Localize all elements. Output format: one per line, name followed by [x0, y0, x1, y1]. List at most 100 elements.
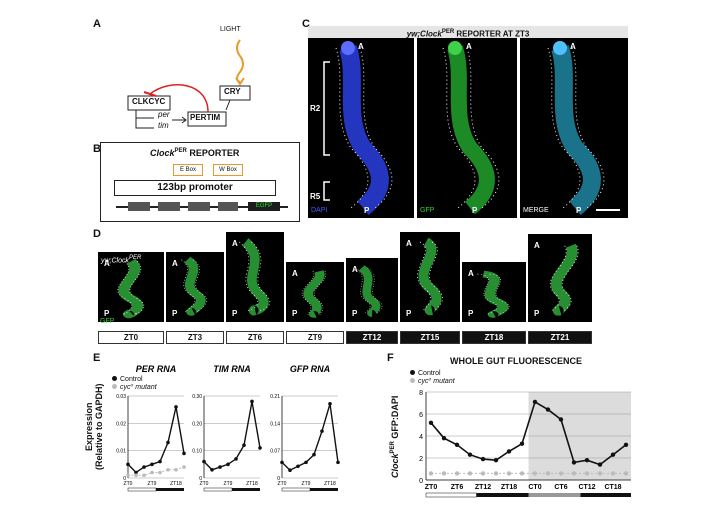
data-point [584, 458, 590, 463]
timepoint-label-zt21: ZT21 [528, 331, 592, 344]
anterior-label: A [406, 239, 412, 248]
y-tick-label: 0 [123, 476, 126, 482]
data-point [158, 459, 162, 464]
timepoint-label-zt9: ZT9 [286, 331, 344, 344]
panel-c-letter: C [302, 18, 310, 30]
genotype-label: yw;ClockPER [101, 255, 142, 265]
data-point [320, 429, 324, 433]
wbox-badge: W Box [213, 164, 243, 176]
timepoint-label-zt12: ZT12 [346, 331, 398, 344]
data-point [493, 471, 499, 476]
data-point [441, 436, 447, 441]
anterior-label: A [466, 42, 472, 51]
data-point [182, 451, 186, 456]
dark-bar [580, 493, 631, 497]
light-bar [425, 492, 477, 498]
data-point [428, 471, 434, 476]
x-tick-label: ZT18 [324, 481, 336, 487]
dna-segment [158, 202, 180, 211]
data-point [454, 442, 460, 447]
posterior-label: P [468, 309, 474, 318]
data-point [467, 471, 473, 476]
reporter-box [100, 142, 300, 222]
clkcyc-box [127, 95, 171, 111]
tim-label: tim [158, 121, 169, 130]
ebox-badge: E Box [173, 164, 203, 176]
region-brackets [323, 61, 330, 201]
dotted-boundary [239, 241, 259, 311]
data-point [428, 420, 434, 425]
data-point [545, 407, 551, 412]
data-point [480, 456, 486, 462]
light-wave-icon [236, 39, 244, 83]
data-point [134, 470, 138, 475]
anterior-label: A [352, 265, 358, 274]
data-point [234, 457, 238, 461]
cry-box [219, 85, 251, 101]
anterior-label: A [570, 42, 576, 51]
data-point [182, 465, 186, 469]
data-point [558, 471, 564, 476]
data-point [571, 471, 577, 476]
data-point [454, 471, 460, 476]
dotted-boundary [561, 245, 579, 312]
y-tick-label: 0.07 [270, 449, 280, 455]
reporter-title: ClockPER REPORTER [150, 148, 240, 158]
data-point [597, 462, 603, 467]
anterior-label: A [292, 269, 298, 278]
x-tick-label: ZT6 [451, 484, 464, 491]
promoter-box: 123bp promoter [114, 180, 276, 196]
panel-b-letter: B [93, 143, 101, 155]
channel-label-dapi: DAPI [311, 207, 328, 214]
x-tick-label: ZT9 [302, 481, 311, 487]
timepoint-label-zt3: ZT3 [166, 331, 224, 344]
timepoint-label-zt18: ZT18 [462, 331, 526, 344]
x-tick-label: CT6 [554, 484, 567, 491]
egfp-segment: EGFP [248, 202, 280, 211]
posterior-label: P [104, 309, 110, 318]
y-tick-label: 0 [277, 476, 280, 482]
data-point [202, 459, 206, 464]
posterior-label: P [352, 309, 358, 318]
data-point [519, 471, 525, 476]
data-point [610, 471, 616, 476]
panel-e-letter: E [93, 352, 101, 364]
x-tick-label: ZT18 [246, 481, 258, 487]
panel-a-letter: A [93, 18, 101, 30]
data-point [532, 471, 538, 476]
data-point [441, 471, 447, 476]
r2-label: R2 [310, 104, 321, 113]
chart-title: GFP RNA [290, 364, 330, 374]
r5-label: R5 [310, 192, 321, 201]
posterior-label: P [534, 309, 540, 318]
gfp-image [417, 38, 517, 218]
y-tick-label: 6 [419, 412, 423, 419]
y-tick-label: 0.20 [192, 421, 202, 427]
data-point [558, 417, 564, 422]
data-point [258, 446, 262, 450]
data-point [126, 462, 130, 467]
dotted-boundary [129, 261, 145, 315]
y-tick-label: 0.01 [116, 449, 126, 455]
data-point [218, 465, 222, 469]
gfp-label: GFP [100, 318, 115, 325]
data-point [142, 465, 146, 469]
gut-outline [303, 270, 325, 318]
data-point [584, 471, 590, 476]
clkcyc-label: CLKCYC [132, 97, 166, 106]
posterior-label: P [292, 309, 298, 318]
dna-segment [188, 202, 210, 211]
x-tick-label: ZT0 [278, 481, 287, 487]
gut-outline [481, 270, 509, 318]
cry-label: CRY [224, 87, 241, 96]
dotted-boundary [549, 245, 567, 312]
light-bar [281, 487, 311, 492]
gut-outline [551, 243, 578, 316]
x-tick-label: ZT0 [200, 481, 209, 487]
per-label: per [158, 110, 170, 119]
clock-loop-diagram [127, 39, 251, 129]
timepoint-label-zt6: ZT6 [226, 331, 284, 344]
